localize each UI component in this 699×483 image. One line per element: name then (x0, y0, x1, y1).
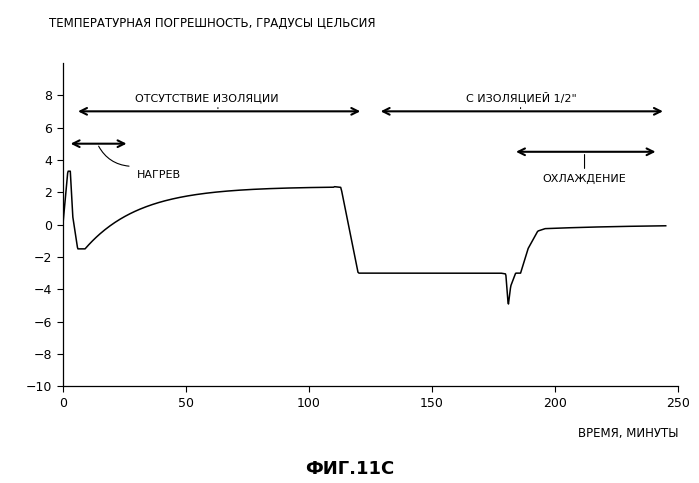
Text: ОТСУТСТВИЕ ИЗОЛЯЦИИ: ОТСУТСТВИЕ ИЗОЛЯЦИИ (135, 93, 279, 103)
Text: ФИГ.11С: ФИГ.11С (305, 460, 394, 478)
Text: ВРЕМЯ, МИНУТЫ: ВРЕМЯ, МИНУТЫ (577, 427, 678, 440)
Text: ОХЛАЖДЕНИЕ: ОХЛАЖДЕНИЕ (542, 174, 626, 185)
Text: С ИЗОЛЯЦИЕЙ 1/2": С ИЗОЛЯЦИЕЙ 1/2" (466, 92, 577, 103)
Text: НАГРЕВ: НАГРЕВ (137, 170, 181, 180)
Text: ТЕМПЕРАТУРНАЯ ПОГРЕШНОСТЬ, ГРАДУСЫ ЦЕЛЬСИЯ: ТЕМПЕРАТУРНАЯ ПОГРЕШНОСТЬ, ГРАДУСЫ ЦЕЛЬС… (49, 17, 375, 30)
